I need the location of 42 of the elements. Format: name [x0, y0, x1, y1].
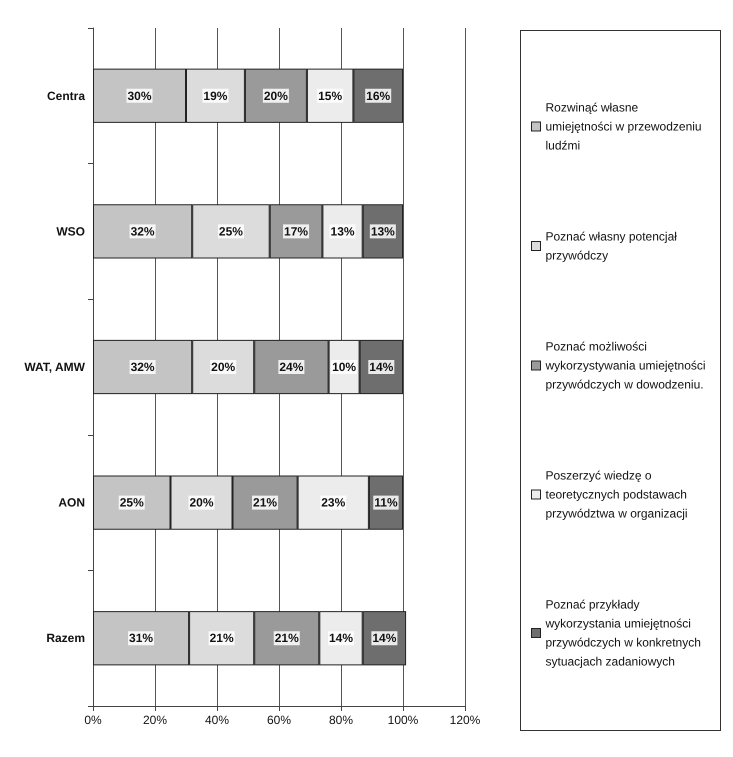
data-label: 20% — [264, 88, 288, 103]
data-label: 21% — [210, 631, 234, 646]
y-tick-label: Centra — [46, 88, 86, 103]
legend-label: Rozwinąć własne umiejętności w przewodzeniu ludźmi — [546, 100, 705, 152]
data-label: 11% — [374, 496, 398, 510]
y-tick-label: WSO — [56, 224, 85, 238]
x-tick-label: 80% — [328, 713, 354, 727]
data-label: 19% — [203, 88, 228, 103]
data-label: 10% — [332, 360, 356, 374]
y-tick-label: WAT, AMW — [24, 360, 86, 374]
data-label: 14% — [328, 631, 354, 646]
x-tick-label: 120% — [450, 713, 481, 727]
data-label: 23% — [321, 496, 346, 510]
data-label: 25% — [120, 496, 144, 510]
data-label: 31% — [129, 631, 154, 646]
y-tick-label: AON — [58, 496, 85, 510]
data-label: 13% — [330, 224, 355, 238]
data-label: 15% — [318, 88, 342, 103]
data-label: 13% — [370, 224, 396, 238]
x-tick-label: 0% — [84, 713, 102, 727]
data-label: 14% — [372, 631, 397, 646]
legend-label: Poszerzyć wiedzę o teoretycznych podstawach przywództwa w organizacji — [546, 468, 690, 520]
data-label: 21% — [274, 631, 300, 646]
legend-label: Poznać własny potencjał przywódczy — [546, 230, 680, 262]
y-tick-label: Razem — [46, 631, 85, 646]
data-label: 24% — [279, 360, 304, 374]
data-label: 30% — [127, 88, 152, 103]
data-label: 32% — [130, 224, 155, 238]
x-tick-label: 20% — [142, 713, 168, 727]
legend-label: Poznać możliwości wykorzystywania umiejętności przywódczych w dowodzeniu. — [544, 340, 709, 392]
legend-label: Poznać przykłady wykorzystania umiejętności przywódczych w konkretnych sytuacjach zadaniowych — [544, 598, 704, 668]
data-label: 25% — [218, 224, 244, 238]
x-tick-label: 100% — [388, 713, 419, 727]
data-label: 21% — [253, 496, 278, 510]
data-label: 20% — [211, 360, 236, 374]
x-tick-label: 60% — [266, 713, 292, 727]
data-label: 20% — [189, 496, 214, 510]
data-label: 16% — [366, 88, 391, 103]
data-label: 17% — [284, 224, 308, 238]
x-tick-label: 40% — [204, 713, 230, 727]
data-label: 14% — [369, 360, 394, 374]
data-label: 32% — [130, 360, 155, 374]
